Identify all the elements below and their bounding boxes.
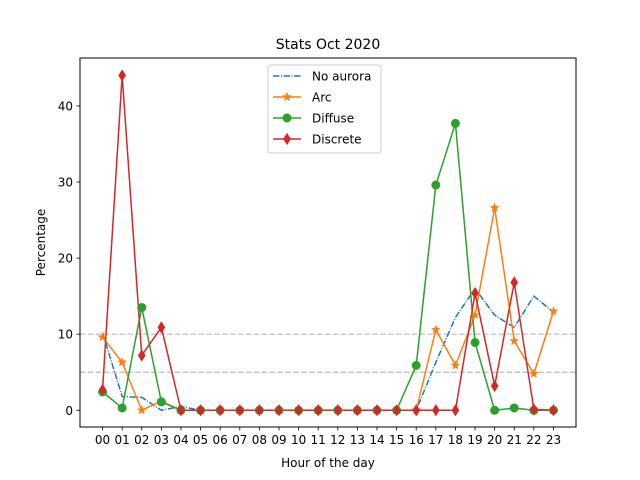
legend: No aurora Arc Diffuse Discrete: [267, 64, 382, 154]
data-point: [528, 368, 539, 379]
data-point: [275, 404, 283, 417]
x-tick-label: 19: [467, 433, 482, 447]
data-point: [373, 404, 381, 417]
data-point: [314, 404, 323, 417]
plot-area: [79, 57, 577, 428]
legend-marker: [281, 91, 293, 102]
x-tick-label: 13: [350, 433, 365, 447]
data-point: [117, 357, 128, 367]
x-tick-label: 11: [311, 433, 326, 447]
x-tick-label: 15: [389, 433, 404, 447]
x-tick-label: 22: [526, 433, 541, 447]
data-point: [411, 360, 421, 370]
y-tick-label: 10: [58, 328, 73, 342]
data-point: [255, 404, 264, 417]
data-point: [157, 321, 166, 334]
legend-marker: [282, 113, 292, 123]
x-tick-label: 20: [487, 433, 502, 447]
data-point: [471, 286, 479, 300]
x-tick-label: 16: [409, 433, 424, 447]
data-point: [294, 404, 303, 417]
data-point: [450, 118, 460, 128]
data-point: [196, 404, 205, 417]
y-tick-label: 30: [58, 176, 73, 190]
axes-frame: [79, 57, 577, 428]
data-point: [137, 349, 146, 362]
x-tick-label: 21: [507, 433, 522, 447]
y-tick-label: 0: [65, 404, 73, 418]
data-point: [392, 404, 401, 417]
chart-title: Stats Oct 2020: [276, 37, 380, 53]
x-tick-label: 10: [291, 433, 306, 447]
data-point: [470, 338, 480, 348]
data-point: [412, 404, 421, 417]
data-point: [509, 403, 519, 413]
data-point: [469, 309, 481, 320]
y-tick-label: 40: [58, 99, 73, 113]
legend-marker: [283, 132, 291, 146]
legend-box: [267, 64, 382, 154]
y-axis: 0 10 20 30 40: [58, 99, 80, 418]
data-point: [156, 397, 166, 407]
x-tick-label: 14: [369, 433, 384, 447]
data-point: [432, 404, 440, 417]
data-point: [490, 405, 500, 415]
x-axis: 00 01 02 03 04 05 06 07 08 09 10 11 12 13 14 15 16 17 18 19…: [95, 427, 561, 447]
data-point: [548, 306, 559, 316]
x-tick-label: 02: [134, 433, 149, 447]
legend-label: No aurora: [312, 70, 371, 84]
x-tick-label: 00: [95, 433, 110, 447]
x-tick-label: 06: [213, 433, 228, 447]
data-point: [353, 404, 362, 417]
data-point: [118, 69, 126, 82]
data-point: [117, 403, 127, 413]
x-tick-label: 07: [232, 433, 247, 447]
data-point: [235, 404, 244, 417]
data-point: [451, 404, 460, 417]
series-markers: [97, 69, 559, 417]
data-point: [430, 324, 441, 334]
data-point: [137, 303, 147, 313]
data-point: [489, 202, 500, 213]
x-axis-label: Hour of the day: [281, 456, 375, 470]
data-point: [98, 383, 107, 396]
series-line: [101, 74, 554, 412]
data-point: [530, 403, 538, 416]
x-tick-label: 12: [330, 433, 345, 447]
legend-label: Discrete: [312, 133, 362, 147]
data-point: [333, 404, 342, 417]
data-point: [431, 180, 441, 190]
data-point: [490, 379, 499, 393]
data-point: [177, 404, 185, 417]
x-tick-label: 18: [448, 433, 463, 447]
data-point: [549, 404, 558, 417]
x-tick-label: 17: [428, 433, 443, 447]
legend-label: Arc: [312, 91, 331, 105]
y-axis-label: Percentage: [34, 209, 48, 277]
x-tick-label: 08: [252, 433, 267, 447]
legend-label: Diffuse: [312, 112, 354, 126]
x-tick-label: 23: [546, 433, 561, 447]
data-point: [509, 335, 520, 346]
y-tick-label: 20: [58, 252, 73, 266]
x-tick-label: 01: [115, 433, 130, 447]
x-tick-label: 04: [173, 433, 188, 447]
x-tick-label: 03: [154, 433, 169, 447]
x-tick-label: 05: [193, 433, 208, 447]
x-tick-label: 09: [271, 433, 286, 447]
data-point: [450, 360, 461, 370]
data-point: [136, 404, 147, 415]
data-point: [216, 404, 224, 417]
data-point: [510, 276, 519, 289]
data-point: [97, 331, 108, 342]
